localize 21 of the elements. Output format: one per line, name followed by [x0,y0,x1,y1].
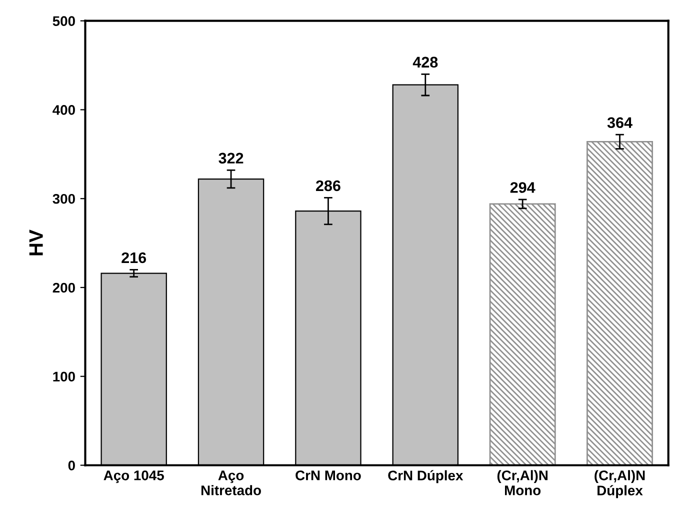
x-tick-label: CrN Dúplex [388,470,464,484]
data-label: 428 [412,56,438,68]
x-tick-label: Aço Nitretado [201,470,261,496]
x-tick-label: (Cr,Al)N Mono [497,470,548,496]
y-tick-label: 300 [52,194,75,204]
bar [586,141,654,466]
data-label: 322 [218,152,244,164]
bar [489,203,556,466]
x-tick-label: CrN Mono [296,470,361,480]
data-label: 216 [122,252,146,264]
x-tick-label: (Cr,Al)N Dúplex [594,470,645,498]
y-tick-label: 500 [52,16,75,26]
y-tick-label: 400 [52,105,75,115]
y-tick-label: 100 [53,372,75,382]
y-tick-label: 200 [52,282,75,293]
data-label: 286 [316,180,340,192]
x-tick-label: Aço 1045 [104,470,164,484]
y-tick-label: 0 [68,460,75,470]
y-axis-title: HV [29,230,43,256]
data-label: 364 [607,117,632,128]
data-label: 294 [510,182,536,193]
